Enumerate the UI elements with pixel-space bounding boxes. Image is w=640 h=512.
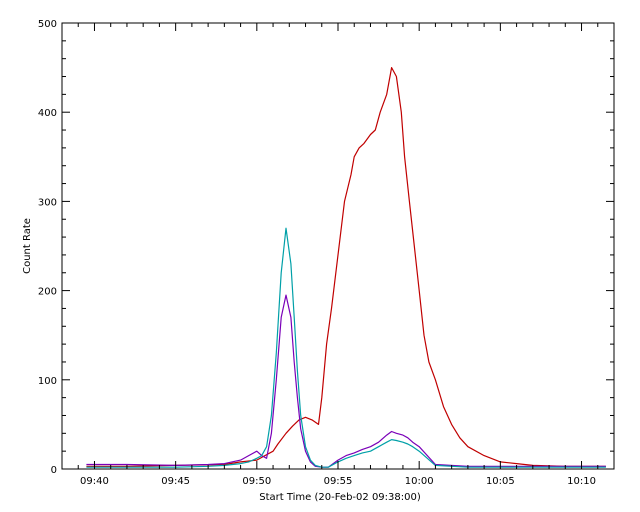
x-tick-label: 10:00 xyxy=(405,476,434,487)
y-tick-label: 500 xyxy=(38,19,57,30)
y-tick-label: 200 xyxy=(38,287,57,298)
series-line-2 xyxy=(86,294,606,468)
tick-layer: 09:40 09:45 09:50 09:55 10:00 10:05 10:10 0 100 2… xyxy=(38,19,615,487)
x-tick-label: 09:45 xyxy=(161,476,190,487)
series-layer xyxy=(86,66,606,468)
plot-frame xyxy=(61,22,615,470)
series-line-3 xyxy=(86,227,606,468)
x-tick-label: 09:55 xyxy=(324,476,353,487)
y-tick-label: 0 xyxy=(51,465,57,476)
x-tick-label: 09:50 xyxy=(242,476,271,487)
y-tick-label: 400 xyxy=(38,108,57,119)
x-tick-label: 10:05 xyxy=(486,476,515,487)
series-line-1 xyxy=(86,66,606,467)
y-tick-label: 300 xyxy=(38,197,57,208)
y-tick-label: 100 xyxy=(38,376,57,387)
y-axis-title: Count Rate xyxy=(22,218,33,274)
x-axis-title: Start Time (20-Feb-02 09:38:00) xyxy=(259,492,421,503)
x-tick-label: 09:40 xyxy=(80,476,109,487)
x-tick-label: 10:10 xyxy=(567,476,596,487)
